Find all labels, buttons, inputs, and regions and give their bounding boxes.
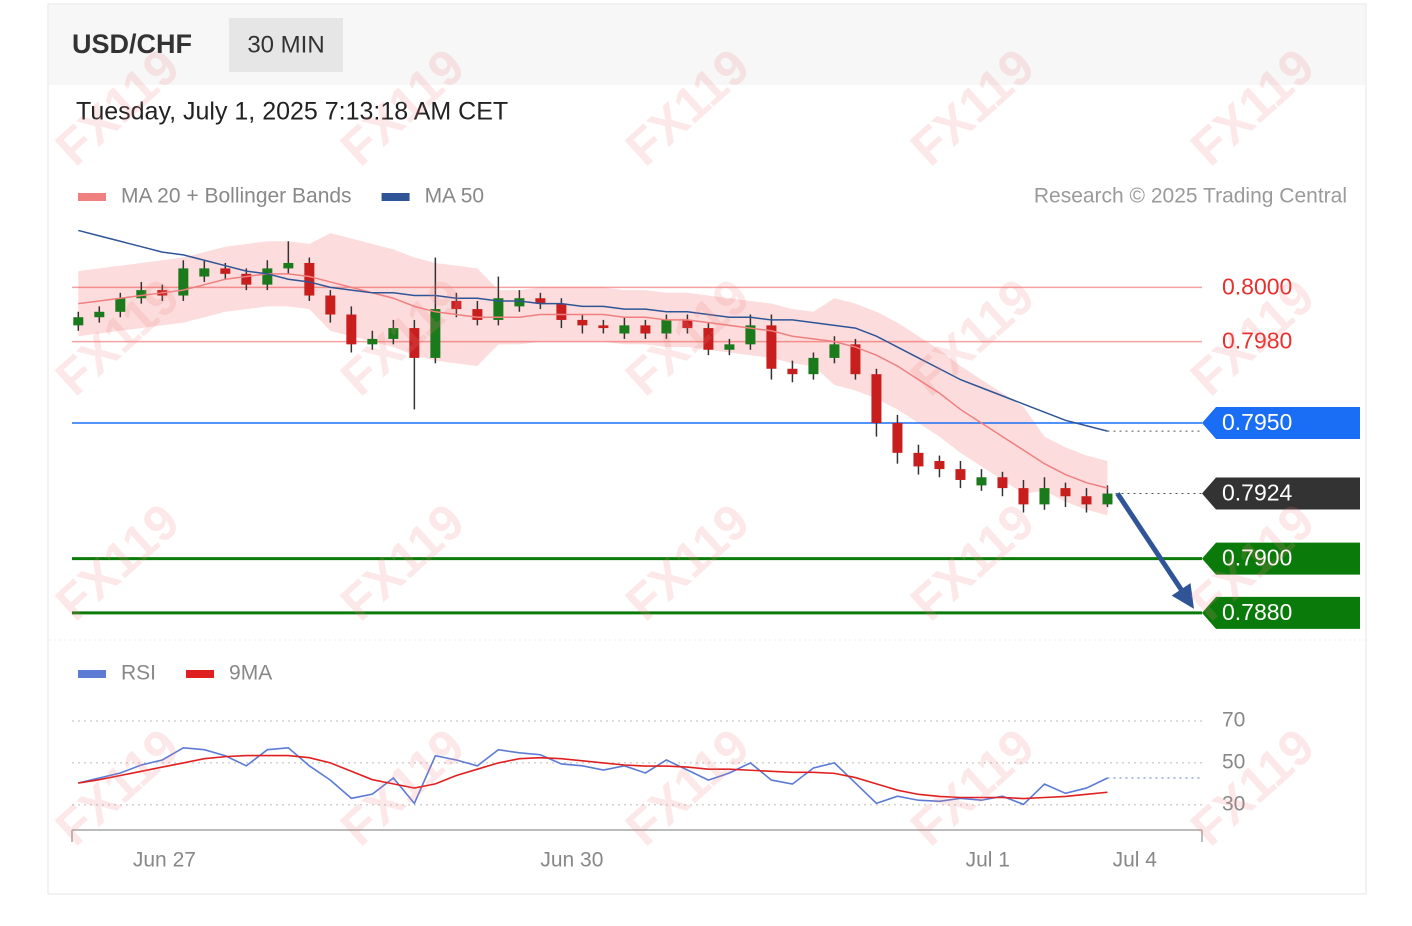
y-tick-label: 50 <box>1222 750 1245 773</box>
candle-body <box>514 298 525 307</box>
candle-body <box>850 344 861 375</box>
level-tag <box>1202 477 1360 510</box>
candle-body <box>871 374 882 424</box>
ma-line <box>78 273 1108 489</box>
candle-body <box>976 477 987 486</box>
candle-body <box>1039 488 1050 505</box>
candle-body <box>199 268 210 277</box>
candle-body <box>220 268 231 274</box>
level-label: 0.7980 <box>1222 328 1292 354</box>
timeframe[interactable]: 30 MIN <box>247 31 324 58</box>
legend-swatch <box>186 670 215 678</box>
candle-body <box>787 368 798 375</box>
x-tick-label: Jul 4 <box>1113 849 1158 872</box>
candle-body <box>829 344 840 358</box>
candle-body <box>808 357 819 375</box>
candle-body <box>409 328 420 358</box>
candle-body <box>388 328 399 339</box>
candle-body <box>598 325 609 329</box>
candle-body <box>1018 488 1029 505</box>
candle-body <box>556 303 567 320</box>
candle-body <box>451 300 462 310</box>
level-label: 0.7924 <box>1222 480 1293 506</box>
indicator-line <box>78 754 1108 800</box>
x-tick-label: Jul 1 <box>966 849 1010 872</box>
credit: Research © 2025 Trading Central <box>1034 185 1347 208</box>
level-label: 0.8000 <box>1222 273 1292 299</box>
legend-label: RSI <box>121 662 156 685</box>
level-label: 0.7880 <box>1222 599 1292 625</box>
level-label: 0.7950 <box>1222 409 1292 435</box>
x-tick-label: Jun 30 <box>540 849 603 872</box>
forecast-arrow <box>1115 492 1188 597</box>
candle-body <box>682 319 693 329</box>
ma-line <box>78 229 1108 432</box>
candle-body <box>661 319 672 334</box>
y-tick-label: 70 <box>1222 709 1245 732</box>
candle-body <box>1060 488 1071 497</box>
candle-body <box>535 298 546 304</box>
candle-body <box>178 268 189 296</box>
candle-body <box>430 309 441 358</box>
timestamp: Tuesday, July 1, 2025 7:13:18 AM CET <box>76 98 508 126</box>
candle-body <box>724 344 735 350</box>
candle-body <box>346 314 357 345</box>
legend-swatch <box>78 193 106 201</box>
candle-body <box>1102 493 1113 505</box>
candle-body <box>640 325 651 334</box>
candle-body <box>493 298 504 320</box>
indicator-line <box>78 746 1108 806</box>
legend-label: MA 50 <box>425 185 485 208</box>
candle-body <box>934 460 945 470</box>
candle-body <box>577 319 588 326</box>
candle-body <box>73 317 84 326</box>
legend-label: 9MA <box>229 662 272 685</box>
legend-swatch <box>381 193 410 201</box>
candle-body <box>304 262 315 296</box>
candle-body <box>241 273 252 285</box>
level-label: 0.7900 <box>1222 545 1292 571</box>
level-tag <box>1202 407 1360 440</box>
legend-label: MA 20 + Bollinger Bands <box>121 185 352 208</box>
forecast-arrowhead <box>1171 583 1194 609</box>
widget-frame <box>47 3 1367 895</box>
plots: MA 20 + Bollinger Bands MA 50 0.8000 0.7980… <box>71 185 1360 872</box>
level-tag <box>1202 596 1360 629</box>
level-tag <box>1202 542 1360 575</box>
legend-swatch <box>78 670 106 678</box>
candle-body <box>472 309 483 320</box>
bollinger-band <box>78 233 1108 516</box>
candle-body <box>262 268 273 285</box>
x-tick-label: Jun 27 <box>133 849 196 872</box>
candle-body <box>745 325 756 345</box>
candle-body <box>997 477 1008 489</box>
candle-body <box>619 325 630 334</box>
candle-body <box>367 338 378 345</box>
candle-body <box>703 328 714 350</box>
candle-body <box>892 423 903 453</box>
timeframe-box[interactable] <box>229 18 343 72</box>
candle-body <box>136 290 147 299</box>
symbol: USD/CHF <box>72 29 192 59</box>
candle-body <box>325 295 336 315</box>
candle-body <box>766 325 777 369</box>
candle-body <box>1081 496 1092 505</box>
y-tick-label: 30 <box>1222 792 1245 815</box>
candle-body <box>283 262 294 269</box>
candle-body <box>955 469 966 480</box>
candle-body <box>115 298 126 312</box>
candle-body <box>94 311 105 318</box>
candle-body <box>913 452 924 467</box>
